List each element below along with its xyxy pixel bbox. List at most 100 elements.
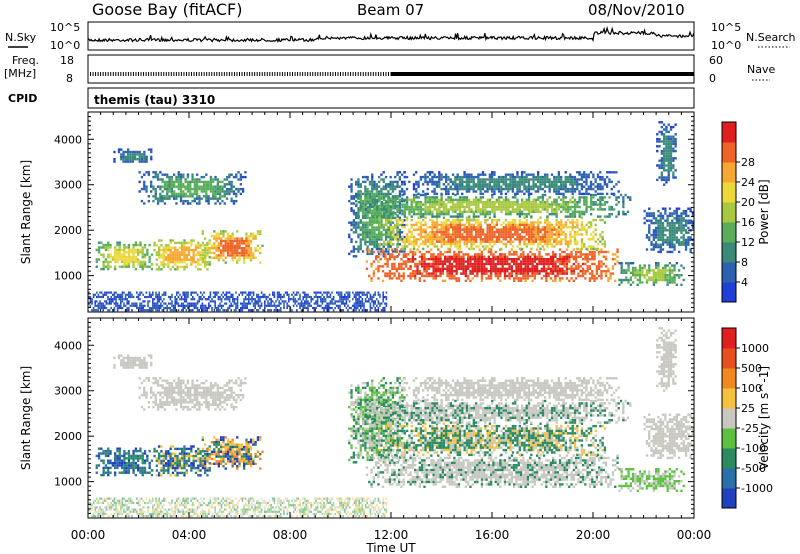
power-cell: [204, 248, 207, 252]
power-cell: [629, 198, 632, 201]
power-cell: [616, 250, 619, 254]
power-cell: [217, 247, 220, 250]
power-cell: [366, 211, 369, 215]
power-cell: [384, 253, 387, 256]
power-cell: [140, 155, 144, 158]
power-cell: [421, 262, 424, 266]
power-cell: [585, 247, 588, 251]
power-cell: [461, 187, 464, 191]
power-cell: [213, 235, 216, 238]
power-cell: [452, 198, 455, 201]
power-cell: [402, 260, 405, 263]
power-cell: [394, 238, 397, 241]
power-cell: [400, 279, 403, 282]
power-cell: [212, 195, 215, 198]
power-cell: [378, 231, 381, 234]
power-cell: [643, 266, 646, 270]
power-cell: [454, 235, 457, 239]
power-cell: [585, 190, 588, 193]
power-cell: [127, 255, 131, 259]
power-cell: [254, 247, 257, 250]
power-cell: [350, 207, 353, 210]
power-cell: [181, 265, 184, 269]
power-cell: [236, 254, 239, 257]
power-cell: [522, 255, 525, 258]
power-cell: [232, 202, 236, 205]
power-cell: [164, 263, 168, 266]
power-cell: [552, 258, 555, 261]
power-cell: [452, 210, 455, 213]
power-cell: [377, 277, 380, 280]
power-cell: [469, 262, 472, 266]
power-cell: [361, 211, 365, 215]
power-cell: [191, 199, 194, 203]
power-cell: [396, 208, 400, 211]
power-cell: [659, 248, 662, 251]
power-cell: [201, 258, 204, 261]
power-cell: [524, 255, 527, 258]
power-cell: [161, 197, 164, 200]
power-cell: [194, 248, 198, 252]
power-cell: [357, 178, 360, 181]
power-cell: [206, 244, 209, 247]
power-cell: [479, 221, 482, 224]
power-cell: [252, 251, 255, 255]
power-cell: [410, 218, 413, 222]
power-cell: [550, 226, 554, 229]
power-cell: [652, 221, 655, 225]
power-cell: [422, 247, 425, 251]
power-cell: [107, 253, 110, 256]
power-cell: [498, 235, 501, 239]
power-cell: [350, 238, 353, 241]
power-cell: [406, 238, 409, 241]
power-cell: [396, 173, 399, 176]
power-cell: [603, 201, 607, 204]
power-cell: [442, 226, 446, 229]
power-cell: [231, 242, 234, 245]
power-cell: [523, 235, 526, 239]
power-cell: [532, 180, 535, 184]
power-cell: [541, 205, 544, 209]
power-cell: [431, 215, 434, 218]
power-cell: [484, 205, 487, 209]
power-cell: [426, 187, 429, 191]
power-cell: [442, 228, 446, 231]
power-cell: [375, 228, 378, 232]
power-cell: [456, 205, 459, 209]
power-cell: [472, 178, 475, 181]
power-cell: [530, 235, 533, 239]
power-cell: [229, 254, 232, 257]
power-cell: [237, 190, 240, 193]
power-cell: [355, 215, 358, 218]
power-cell: [553, 201, 556, 204]
power-cell: [529, 274, 532, 278]
power-cell: [486, 190, 489, 193]
power-cell: [140, 153, 144, 156]
power-cell: [664, 276, 667, 279]
power-cell: [355, 193, 358, 197]
power-cell: [398, 178, 401, 181]
power-cell: [408, 213, 411, 216]
power-cell: [557, 230, 561, 234]
power-cell: [156, 185, 160, 188]
power-cell: [205, 199, 208, 203]
power-cell: [427, 262, 431, 266]
power-cell: [519, 270, 523, 273]
power-cell: [492, 265, 495, 268]
power-cell: [550, 233, 554, 236]
power-cell: [177, 195, 180, 198]
power-cell: [557, 180, 560, 184]
power-cell: [376, 205, 379, 209]
power-cell: [424, 196, 427, 199]
power-cell: [490, 277, 493, 280]
power-cell: [529, 270, 532, 273]
power-cell: [525, 213, 528, 216]
power-cell: [548, 230, 551, 234]
power-cell: [539, 187, 542, 191]
power-cell: [580, 173, 583, 176]
power-cell: [534, 221, 538, 224]
power-cell: [452, 218, 455, 222]
power-cell: [382, 228, 385, 232]
power-cell: [230, 190, 233, 193]
power-cell: [190, 256, 193, 259]
